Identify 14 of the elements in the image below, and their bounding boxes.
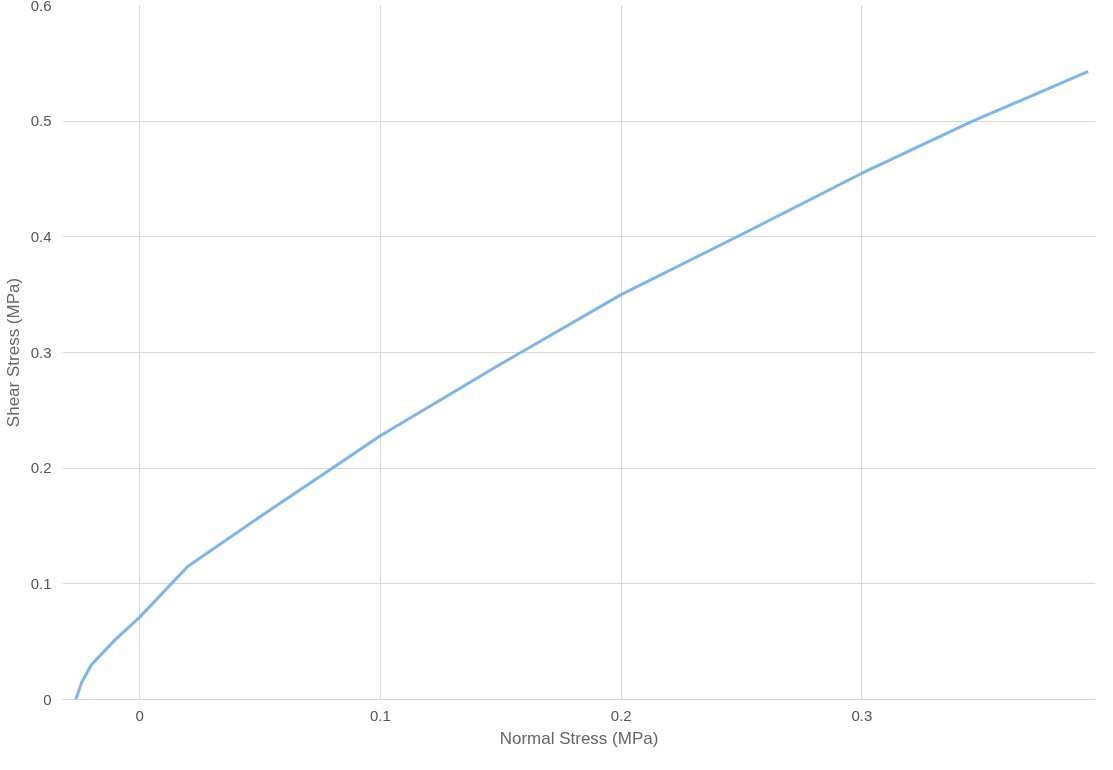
y-tick-label: 0.1 [30,574,52,592]
x-axis-title: Normal Stress (MPa) [499,728,659,748]
x-tick-label: 0.3 [851,706,873,724]
y-tick-label: 0.4 [30,227,52,245]
y-tick-label: 0.3 [30,343,52,361]
y-tick-label: 0.6 [30,0,52,14]
x-tick-label: 0.2 [610,706,632,724]
y-tick-label: 0.5 [30,112,52,130]
x-tick-label: 0 [135,706,144,724]
line-series [74,69,1090,700]
y-axis-title: Shear Stress (MPa) [3,277,23,428]
y-tick-label: 0.2 [30,459,52,477]
x-tick-label: 0.1 [369,706,391,724]
y-tick-label: 0 [43,690,52,708]
